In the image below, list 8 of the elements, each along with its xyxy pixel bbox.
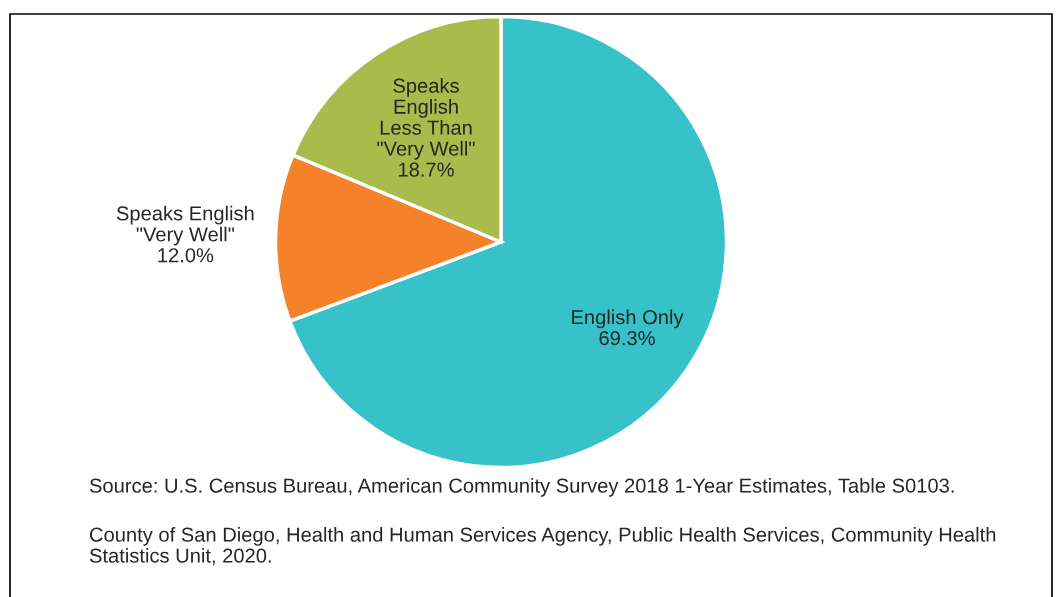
- slice-label: English Only: [572, 309, 684, 329]
- slice-label: Speaks English Less Than "Very Well": [377, 78, 475, 160]
- slice-label: Speaks English "Very Well": [116, 205, 254, 246]
- data-label: 18.7%: [399, 162, 454, 177]
- data-label: 12.0%: [158, 248, 214, 263]
- data-label: 69.3%: [599, 331, 655, 346]
- source-note: Source: U.S. Census Bureau, American Community Survey 2018 1-Year Estimates, Table S0103.: [89, 478, 954, 497]
- text: County of San Diego, Health and Human Services Agency, Public Health Services, Community Health Statistics Unit, 2020.: [89, 527, 996, 566]
